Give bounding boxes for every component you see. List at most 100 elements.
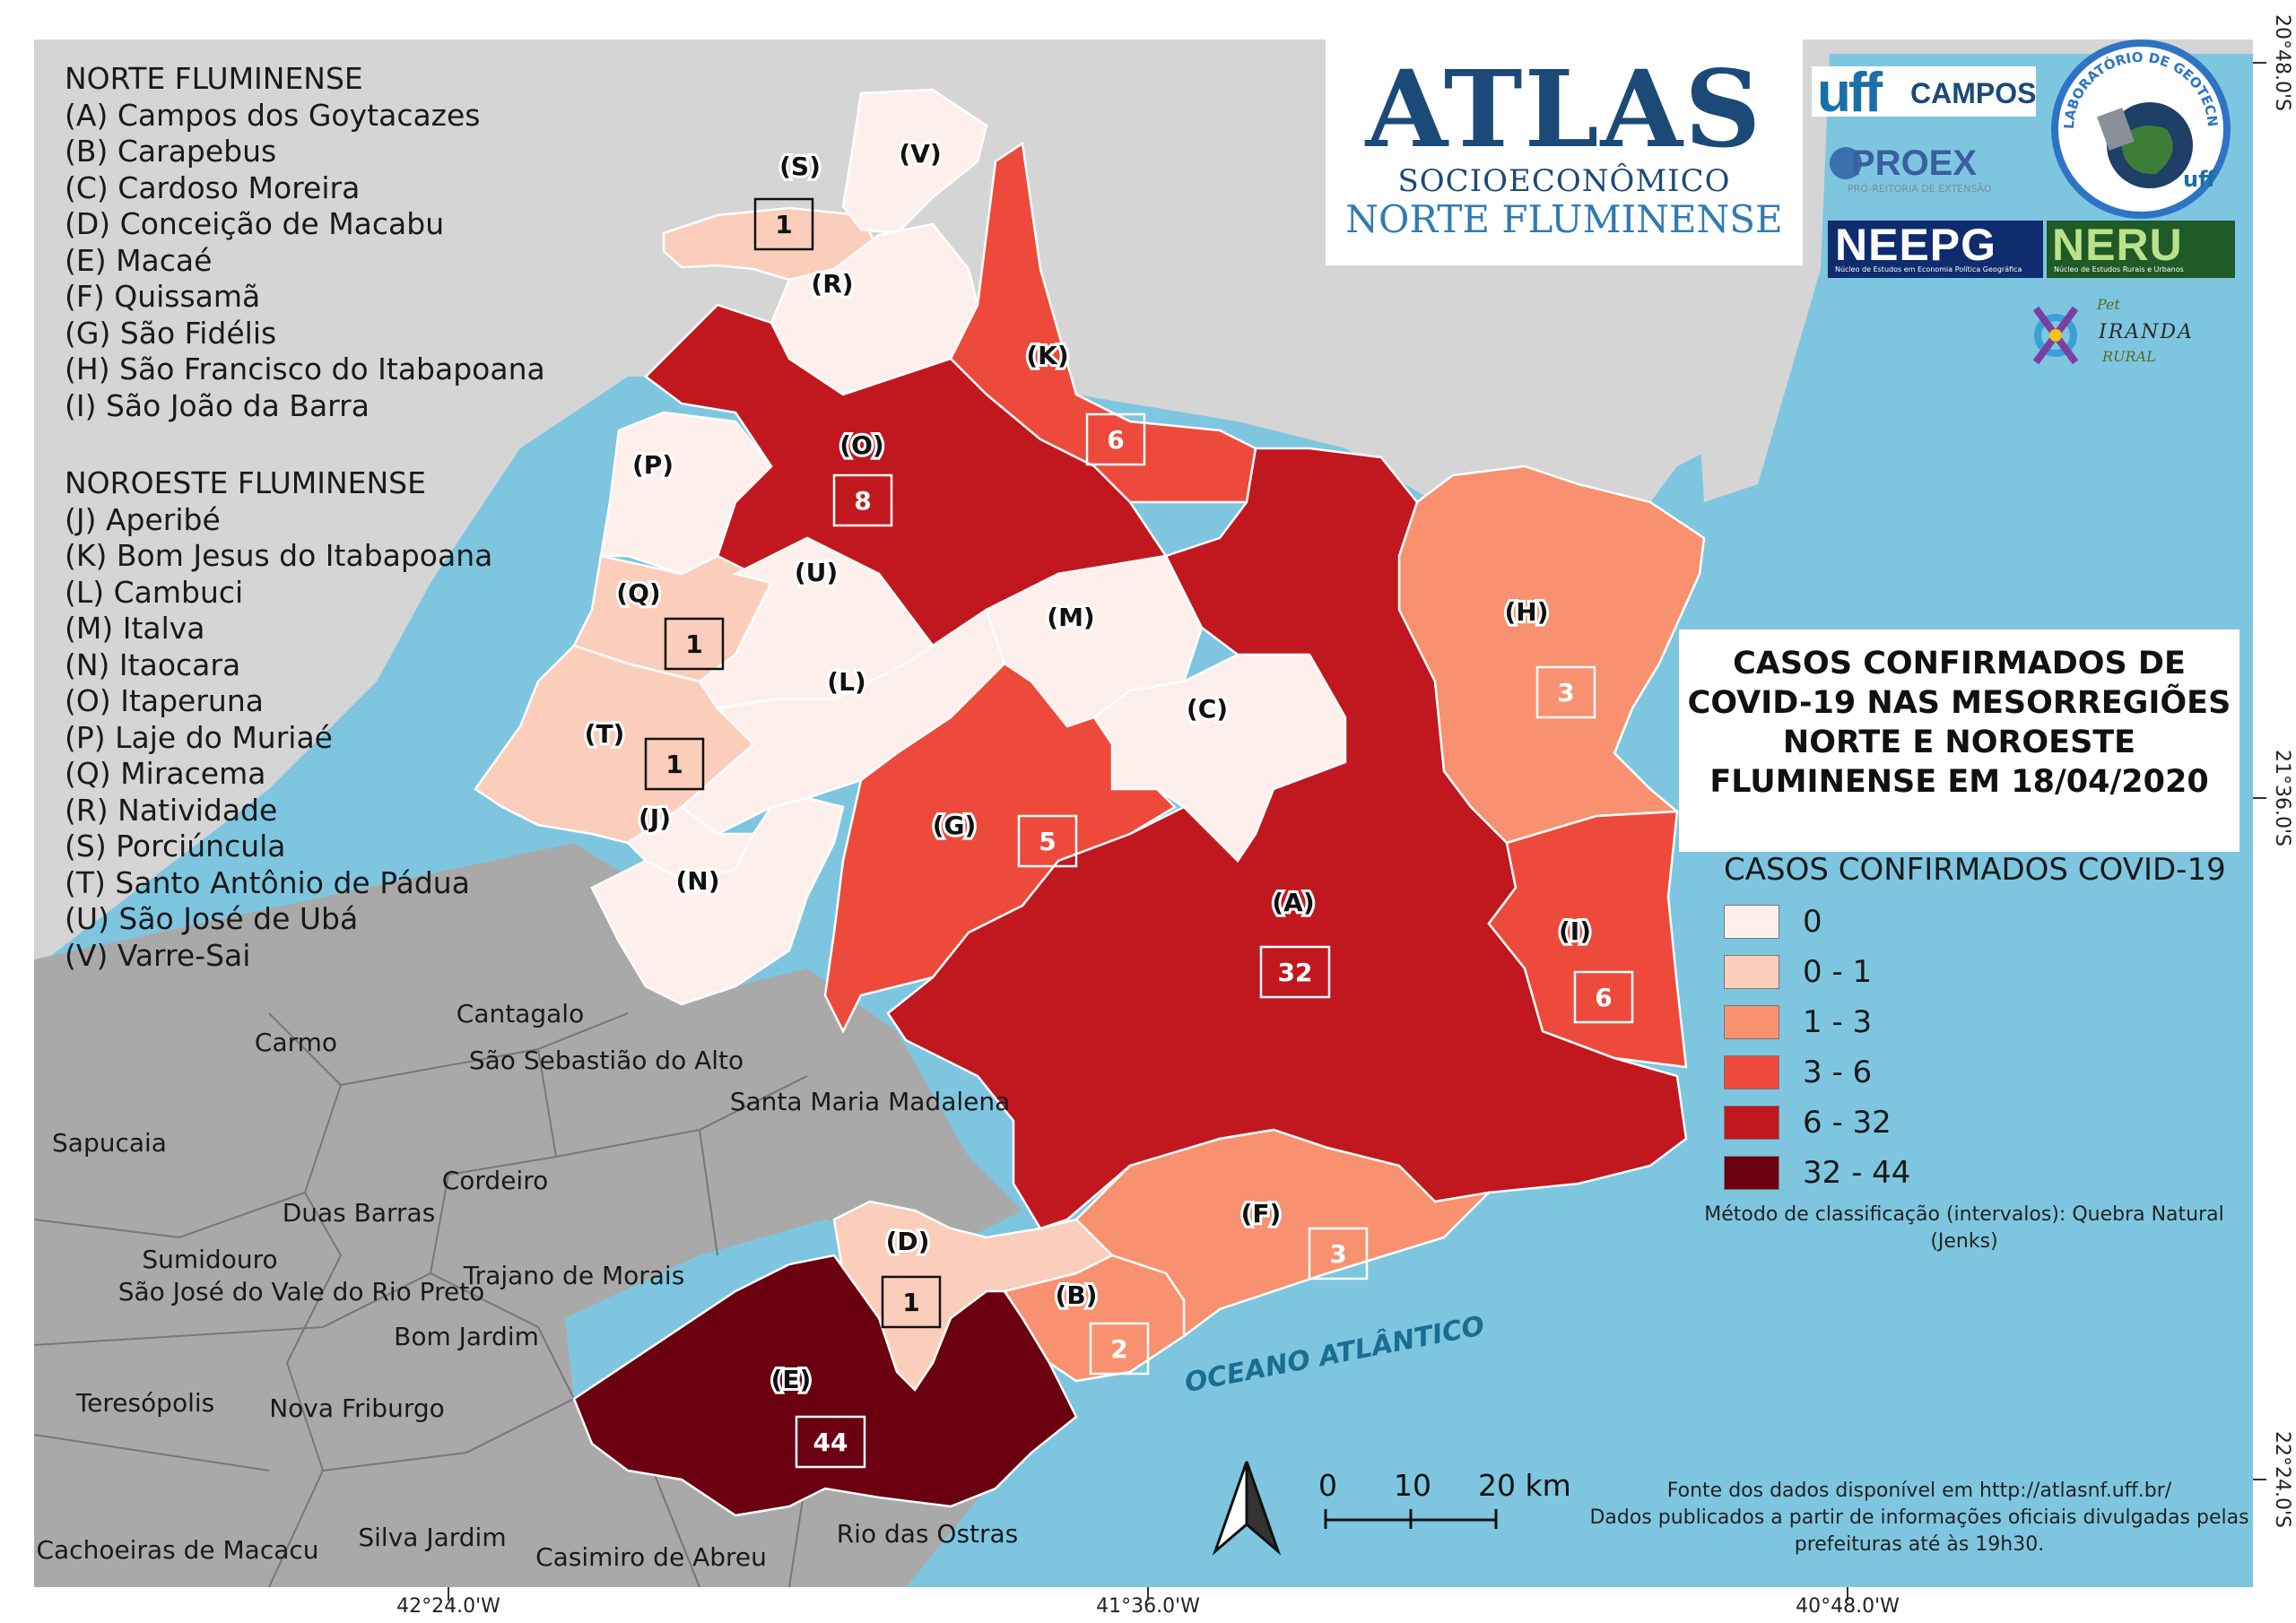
legend-item: (C) Cardoso Moreira <box>65 169 361 205</box>
source-line: prefeituras até às 19h30. <box>1794 1533 2045 1556</box>
neighbor-municipality-label: Teresópolis <box>75 1388 214 1418</box>
municipality-letter-label: (A) <box>1272 888 1314 917</box>
case-count-label: 44 <box>813 1428 848 1457</box>
case-count-label: 6 <box>1595 983 1612 1012</box>
municipality-letter-label: (H) <box>1504 597 1548 627</box>
espirito-santo-land <box>1700 39 2253 502</box>
ciranda-emblem-icon <box>2032 306 2079 365</box>
ciranda-text: IRANDA <box>2099 321 2194 343</box>
neighbor-municipality-label: Cantagalo <box>457 999 584 1028</box>
legend-item: (F) Quissamã <box>65 279 261 314</box>
municipality-g-polygon[interactable] <box>823 662 1178 1034</box>
class-swatch <box>1724 1106 1779 1140</box>
class-label: 6 - 32 <box>1803 1105 1892 1141</box>
neighbor-municipality-label: Santa Maria Madalena <box>730 1087 1011 1116</box>
neighbor-municipality-label: Bom Jardim <box>394 1322 539 1351</box>
legend-item: (V) Varre-Sai <box>65 937 251 973</box>
atlas-logo-line3: NORTE FLUMINENSE <box>1345 197 1783 241</box>
case-count-label: 3 <box>1557 678 1574 707</box>
latitude-label: 21°36.0'S <box>2271 750 2293 846</box>
neighbor-municipality-label: Cordeiro <box>442 1166 549 1195</box>
case-count-box <box>644 737 705 791</box>
case-count-label: 8 <box>854 486 871 516</box>
scale-bar: 0 10 20 km <box>1318 1457 1587 1529</box>
case-count-box <box>795 1415 866 1469</box>
scale-label-10: 10 <box>1394 1468 1431 1503</box>
neighbor-municipality-label: Nova Friburgo <box>269 1393 445 1423</box>
neighbor-municipality-label: Sumidouro <box>142 1245 277 1274</box>
municipality-letter-label: (Q) <box>616 578 660 608</box>
neighbor-municipality-label: Rio das Ostras <box>837 1519 1019 1549</box>
class-label: 0 <box>1803 904 1822 940</box>
proex-text: PROEX <box>1851 143 1978 183</box>
case-count-label: 6 <box>1107 425 1124 455</box>
atlas-logo-line2: SOCIOECONÔMICO <box>1397 163 1731 199</box>
class-label: 3 - 6 <box>1803 1055 1873 1090</box>
municipality-letter-label: (D) <box>886 1227 930 1256</box>
atlas-logo-line1: ATLAS <box>1365 47 1763 171</box>
case-count-label: 1 <box>775 210 792 239</box>
municipality-n-polygon[interactable] <box>590 796 845 1006</box>
municipality-e-polygon[interactable] <box>572 1254 1078 1517</box>
coordinate-ticks <box>448 62 2266 1601</box>
legend-group: NOROESTE FLUMINENSE (J) Aperibé (K) Bom Je… <box>65 465 567 974</box>
case-count-box <box>1085 412 1146 466</box>
scale-label-20: 20 km <box>1478 1468 1571 1503</box>
neepg-subtitle: Núcleo de Estudos em Economia Política G… <box>1835 265 2022 273</box>
legend-item: (G) São Fidélis <box>65 315 277 351</box>
case-count-box <box>881 1275 942 1329</box>
rural-text: RURAL <box>2102 348 2156 365</box>
north-arrow-icon <box>1212 1461 1282 1556</box>
proex-icon <box>1830 147 1862 179</box>
class-swatch <box>1724 1055 1779 1089</box>
legend-item: (B) Carapebus <box>65 134 277 169</box>
municipality-letter-label: (G) <box>933 811 977 840</box>
municipality-letter-label: (B) <box>1056 1280 1098 1310</box>
legend-item: (D) Conceição de Macabu <box>65 206 445 241</box>
lageot-uff-text: uff <box>2183 167 2216 192</box>
neru-text: NERU <box>2052 220 2183 270</box>
legend-item: (E) Macaé <box>65 242 213 278</box>
uff-logo-text: uff <box>1817 62 1883 124</box>
longitude-label: 42°24.0'W <box>396 1595 500 1618</box>
legend-item: (A) Campos dos Goytacazes <box>65 97 481 133</box>
class-legend-row: 3 - 6 <box>1724 1047 2244 1098</box>
case-count-box <box>1308 1227 1369 1280</box>
map-title-line: FLUMINENSE EM 18/04/2020 <box>1709 764 2209 800</box>
legend-item: (M) Italva <box>65 611 205 646</box>
neighbor-labels: Cantagalo Carmo São Sebastião do Alto Santa… <box>36 999 1018 1572</box>
case-count-box <box>1573 970 1634 1024</box>
legend-item: (H) São Francisco do Itabapoana <box>65 352 545 386</box>
municipality-letter-label: (I) <box>1559 916 1591 946</box>
neighbor-municipality-label: Trajano de Morais <box>463 1261 685 1290</box>
class-label: 1 - 3 <box>1803 1004 1873 1040</box>
municipality-letter-label: (F) <box>1241 1199 1282 1228</box>
case-count-box <box>1259 945 1331 999</box>
neepg-logo: NEEPG Núcleo de Estudos em Economia Polí… <box>1828 220 2043 278</box>
atlas-logo: ATLAS SOCIOECONÔMICO NORTE FLUMINENSE <box>1326 38 1803 265</box>
class-legend: CASOS CONFIRMADOS COVID-19 0 0 - 1 1 - 3 3 … <box>1724 852 2244 1198</box>
legend-group-heading: NORTE FLUMINENSE <box>65 61 363 96</box>
class-legend-title: CASOS CONFIRMADOS COVID-19 <box>1724 852 2226 888</box>
neighbor-municipality-label: Carmo <box>255 1028 337 1057</box>
source-line: Dados publicados a partir de informações… <box>1589 1506 2249 1529</box>
legend-item: (U) São José de Ubá <box>65 901 359 936</box>
legend-item: (R) Natividade <box>65 792 278 828</box>
latitude-label: 22°24.0'S <box>2271 1431 2293 1528</box>
neru-logo: NERU Núcleo de Estudos Rurais e Urbanos <box>2047 220 2235 278</box>
class-swatch <box>1724 1005 1779 1039</box>
municipality-i-polygon[interactable] <box>1487 810 1688 1069</box>
neighbor-municipality-label: Cachoeiras de Macacu <box>36 1535 318 1565</box>
municipality-letter-label: (C) <box>1187 694 1228 724</box>
municipality-t-polygon[interactable] <box>474 644 755 845</box>
class-legend-row: 6 - 32 <box>1724 1098 2244 1148</box>
lageot-logo: LABORATÓRIO DE GEOTECNOLOGIAS - LAGEOT u… <box>2043 27 2233 219</box>
municipality-letter-label: (P) <box>632 450 674 480</box>
class-legend-row: 32 - 44 <box>1724 1148 2244 1198</box>
legend-group: NORTE FLUMINENSE (A) Campos dos Goytacaze… <box>65 61 567 424</box>
case-count-label: 1 <box>665 750 683 779</box>
map-title-line: COVID-19 NAS MESORREGIÕES <box>1687 685 2231 721</box>
municipality-v-polygon[interactable] <box>841 88 988 235</box>
map-title-box: CASOS CONFIRMADOS DE COVID-19 NAS MESORRE… <box>1679 629 2239 852</box>
class-legend-row: 0 <box>1724 897 2244 947</box>
